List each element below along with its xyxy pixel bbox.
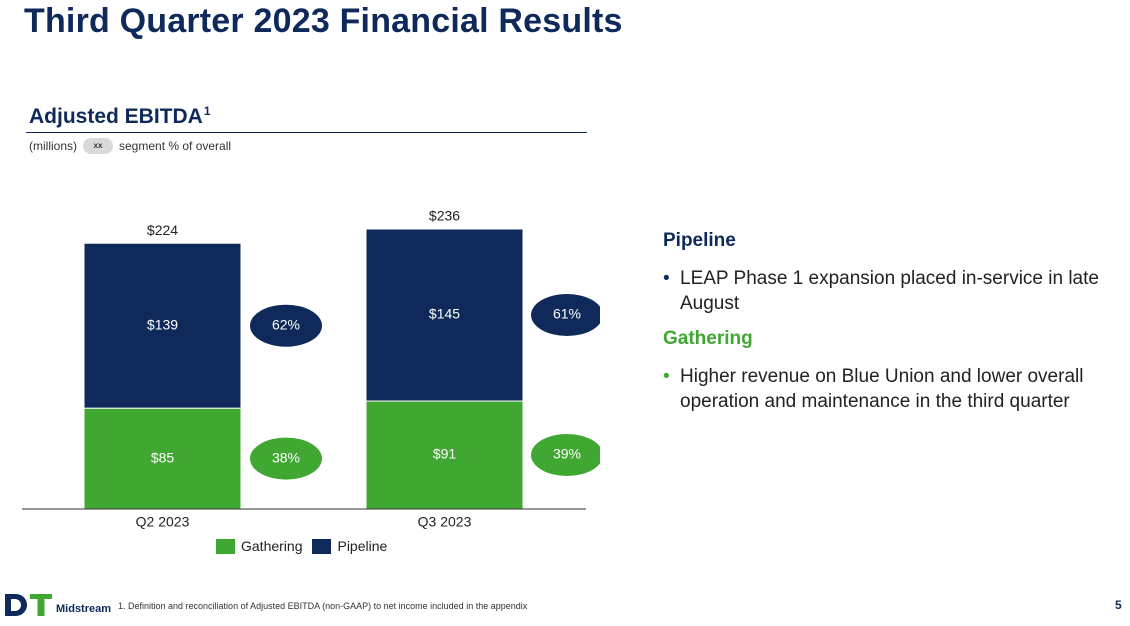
pipeline-bullet: • LEAP Phase 1 expansion placed in-servi… <box>663 266 1113 316</box>
key-text: segment % of overall <box>119 139 232 153</box>
bar-gathering-2 <box>365 400 524 510</box>
total-label-1: $224 <box>147 222 178 238</box>
footnote: 1. Definition and reconciliation of Adju… <box>118 601 528 611</box>
category-label-1: Q2 2023 <box>136 514 190 530</box>
gathering-bullet: • Higher revenue on Blue Union and lower… <box>663 364 1113 414</box>
bullet-icon: • <box>663 366 670 387</box>
company-logo: Midstream <box>5 594 111 616</box>
pipeline-heading: Pipeline <box>663 230 736 251</box>
chart-heading: Adjusted EBITDA1 <box>29 104 211 129</box>
total-label-2: $236 <box>429 208 460 224</box>
category-label-2: Q3 2023 <box>418 514 472 530</box>
legend-label-gathering: Gathering <box>241 538 303 554</box>
logo-text: Midstream <box>56 603 112 615</box>
page-title: Third Quarter 2023 Financial Results <box>24 2 623 40</box>
legend-item-pipeline: Pipeline <box>312 538 387 554</box>
pipeline-bullet-text: LEAP Phase 1 expansion placed in-service… <box>680 268 1099 314</box>
legend-swatch-pipeline <box>312 538 332 554</box>
share-label-gathering-1: 38% <box>272 449 300 465</box>
chart-heading-text: Adjusted EBITDA <box>29 105 203 128</box>
gathering-bullet-text: Higher revenue on Blue Union and lower o… <box>680 366 1084 412</box>
bar-pipeline-2 <box>365 228 524 402</box>
share-pill-gathering-1 <box>250 437 322 480</box>
legend-label-pipeline: Pipeline <box>337 538 388 554</box>
footnote-marker: 1 <box>203 104 211 118</box>
commentary-panel: Pipeline • LEAP Phase 1 expansion placed… <box>663 230 1113 414</box>
bar-label-pipeline-1: $139 <box>147 316 178 332</box>
gathering-heading: Gathering <box>663 328 753 349</box>
page-number: 5 <box>1115 598 1122 612</box>
chart-legend: Gathering Pipeline <box>216 538 387 554</box>
units-label: (millions) <box>29 139 77 153</box>
legend-item-gathering: Gathering <box>216 538 302 554</box>
share-pill-pipeline-1 <box>250 304 322 347</box>
bullet-icon: • <box>663 268 670 289</box>
ebitda-chart: $85 38% $139 62% $224 Q2 2023 $91 39% $145 61% $23… <box>22 208 600 530</box>
legend-swatch-gathering <box>216 538 235 554</box>
share-pill-pipeline-2 <box>531 294 600 337</box>
heading-rule <box>26 132 587 133</box>
share-pill-gathering-2 <box>531 434 600 477</box>
bar-label-gathering-1: $85 <box>151 449 175 465</box>
dt-logo-icon <box>5 594 53 616</box>
share-label-gathering-2: 39% <box>553 446 581 462</box>
bar-gathering-1 <box>83 407 242 510</box>
share-label-pipeline-1: 62% <box>272 316 300 332</box>
unit-row: (millions) xx segment % of overall <box>29 138 231 154</box>
bar-label-gathering-2: $91 <box>433 446 457 462</box>
share-label-pipeline-2: 61% <box>553 306 581 322</box>
bar-pipeline-1 <box>83 242 242 409</box>
bar-label-pipeline-2: $145 <box>429 306 460 322</box>
key-pill: xx <box>83 138 113 154</box>
